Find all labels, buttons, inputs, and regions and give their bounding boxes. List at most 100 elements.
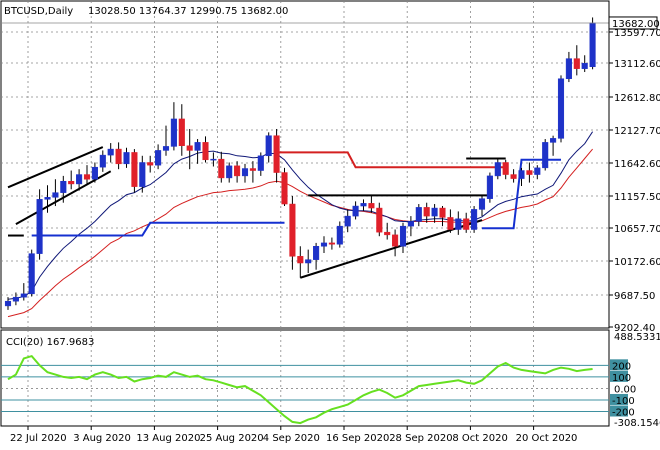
cci-pane-frame	[0, 329, 610, 427]
candle-body	[162, 146, 170, 151]
candle-body	[218, 158, 225, 179]
last-price-label: 13682.00	[612, 19, 660, 30]
price-tick-label: 9202.40	[614, 323, 655, 334]
bearish-candle	[573, 45, 580, 76]
candle-body	[502, 162, 509, 175]
cci-tick-label: -100	[612, 396, 635, 407]
candle-body	[320, 242, 328, 247]
candle-body	[265, 135, 272, 157]
bullish-candle	[455, 211, 462, 235]
candle-body	[249, 168, 256, 171]
bearish-candle	[384, 222, 391, 240]
ema-fast-line	[7, 131, 594, 300]
bullish-candle	[36, 189, 43, 260]
bearish-candle	[439, 206, 446, 227]
candle-body	[565, 58, 572, 79]
bearish-candle	[510, 169, 517, 183]
time-tick-label: 16 Sep 2020	[326, 433, 389, 444]
candle-body	[76, 174, 83, 185]
bullish-candle	[486, 172, 493, 203]
price-tick-label: 11157.50	[614, 192, 660, 203]
bullish-candle	[44, 185, 51, 213]
bullish-candle	[226, 162, 233, 183]
ema-slow-line	[7, 148, 593, 318]
bullish-candle	[155, 144, 162, 170]
bearish-candle	[328, 237, 335, 250]
candle-body	[455, 218, 462, 230]
candle-body	[384, 231, 391, 236]
candle-body	[510, 174, 517, 179]
candle-body	[147, 162, 154, 166]
candle-body	[328, 242, 335, 245]
cci-tick-label: 200	[612, 361, 631, 372]
candle-body	[471, 209, 478, 230]
cci-line	[7, 354, 593, 425]
candle-body	[542, 142, 549, 169]
candle-body	[360, 203, 367, 207]
candle-body	[91, 166, 98, 180]
bullish-candle	[336, 221, 343, 248]
candle-body	[376, 207, 383, 233]
cci-tick-label: 100	[612, 373, 631, 384]
trendline	[7, 146, 104, 189]
candle-body	[573, 58, 580, 69]
candle-body	[581, 63, 588, 69]
bearish-candle	[526, 162, 533, 183]
candle-body	[407, 221, 414, 227]
bullish-candle	[170, 102, 177, 151]
cci-tick-label: -308.1546	[614, 418, 660, 429]
price-tick-label: 13597.70	[614, 28, 660, 39]
candle-body	[4, 300, 12, 307]
bearish-candle	[83, 165, 91, 186]
candle-body	[131, 152, 138, 187]
cci-series	[7, 354, 593, 425]
candle-body	[273, 135, 280, 173]
bearish-candle	[447, 209, 454, 233]
bearish-candle	[297, 246, 304, 278]
candle-body	[241, 168, 249, 177]
price-tick-label: 9687.50	[614, 291, 655, 302]
bearish-candle	[423, 202, 430, 223]
bullish-candle	[320, 236, 328, 253]
bullish-candle	[28, 249, 35, 297]
price-tick-label: 12127.70	[614, 126, 660, 137]
cci-tick-label: -200	[612, 408, 635, 419]
candle-body	[463, 218, 470, 230]
candle-body	[368, 203, 375, 209]
candle-body	[297, 256, 304, 264]
bullish-candle	[107, 143, 114, 163]
candle-body	[447, 217, 454, 230]
bearish-candle	[202, 136, 209, 163]
candle-body	[392, 234, 399, 247]
bearish-candle	[502, 159, 509, 180]
bearish-candle	[273, 128, 280, 183]
bearish-candle	[281, 167, 288, 207]
bullish-candle	[431, 204, 438, 223]
bullish-candle	[478, 195, 486, 217]
price-tick-label: 11642.60	[614, 159, 660, 170]
time-tick-label: 22 Jul 2020	[10, 433, 67, 444]
candle-body	[518, 170, 525, 179]
time-tick-label: 3 Aug 2020	[73, 433, 131, 444]
candle-body	[415, 207, 422, 222]
bearish-candle	[147, 155, 154, 173]
bullish-candle	[4, 297, 12, 310]
candle-body	[52, 192, 59, 198]
ohlc-readout: 13028.50 13764.37 12990.75 13682.00	[88, 6, 288, 17]
bullish-candle	[550, 135, 557, 156]
symbol-label: BTCUSD,Daily	[4, 6, 73, 17]
candle-body	[123, 152, 130, 165]
bearish-candle	[234, 161, 241, 183]
candle-body	[139, 162, 146, 187]
time-tick-label: 8 Oct 2020	[452, 433, 507, 444]
axes: 13597.70 13112.60 12612.80 12127.70 11642.60…	[1, 16, 660, 444]
bearish-candle	[368, 195, 375, 213]
candle-body	[170, 118, 177, 147]
candle-body	[178, 118, 185, 146]
cci-level-badge	[610, 405, 628, 417]
cci-tick-label: 0.00	[614, 384, 636, 395]
bullish-candle	[313, 242, 320, 270]
bullish-candle	[91, 162, 98, 183]
